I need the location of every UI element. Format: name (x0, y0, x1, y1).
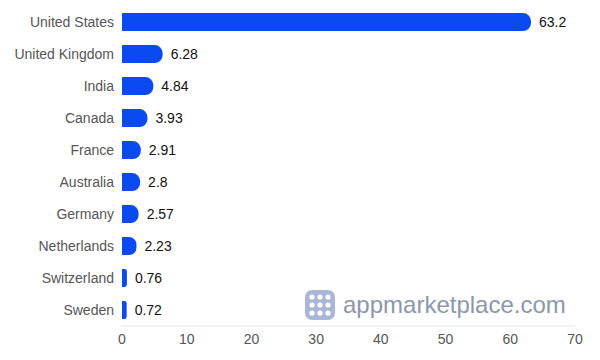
svg-text:10: 10 (179, 331, 195, 347)
svg-text:63.2: 63.2 (539, 14, 566, 30)
svg-text:Australia: Australia (60, 174, 115, 190)
svg-text:4.84: 4.84 (161, 78, 188, 94)
svg-text:Canada: Canada (65, 110, 114, 126)
svg-text:20: 20 (244, 331, 260, 347)
svg-text:Sweden: Sweden (63, 302, 114, 318)
svg-text:0: 0 (118, 331, 126, 347)
svg-text:0.72: 0.72 (135, 302, 162, 318)
svg-text:Switzerland: Switzerland (42, 270, 114, 286)
svg-text:Germany: Germany (56, 206, 114, 222)
svg-text:70: 70 (567, 331, 583, 347)
svg-text:40: 40 (373, 331, 389, 347)
svg-text:2.57: 2.57 (147, 206, 174, 222)
svg-text:2.91: 2.91 (149, 142, 176, 158)
svg-text:France: France (70, 142, 114, 158)
html-text:appmarketplace.com: appmarketplace.com (343, 291, 566, 318)
svg-text:0.76: 0.76 (135, 270, 162, 286)
svg-text:3.93: 3.93 (155, 110, 182, 126)
svg-text:2.23: 2.23 (144, 238, 171, 254)
svg-text:Netherlands: Netherlands (39, 238, 115, 254)
svg-text:2.8: 2.8 (148, 174, 168, 190)
svg-text:6.28: 6.28 (171, 46, 198, 62)
svg-text:50: 50 (438, 331, 454, 347)
svg-text:60: 60 (502, 331, 518, 347)
svg-text:United States: United States (30, 14, 114, 30)
svg-text:India: India (84, 78, 115, 94)
svg-text:30: 30 (308, 331, 324, 347)
svg-text:United Kingdom: United Kingdom (14, 46, 114, 62)
